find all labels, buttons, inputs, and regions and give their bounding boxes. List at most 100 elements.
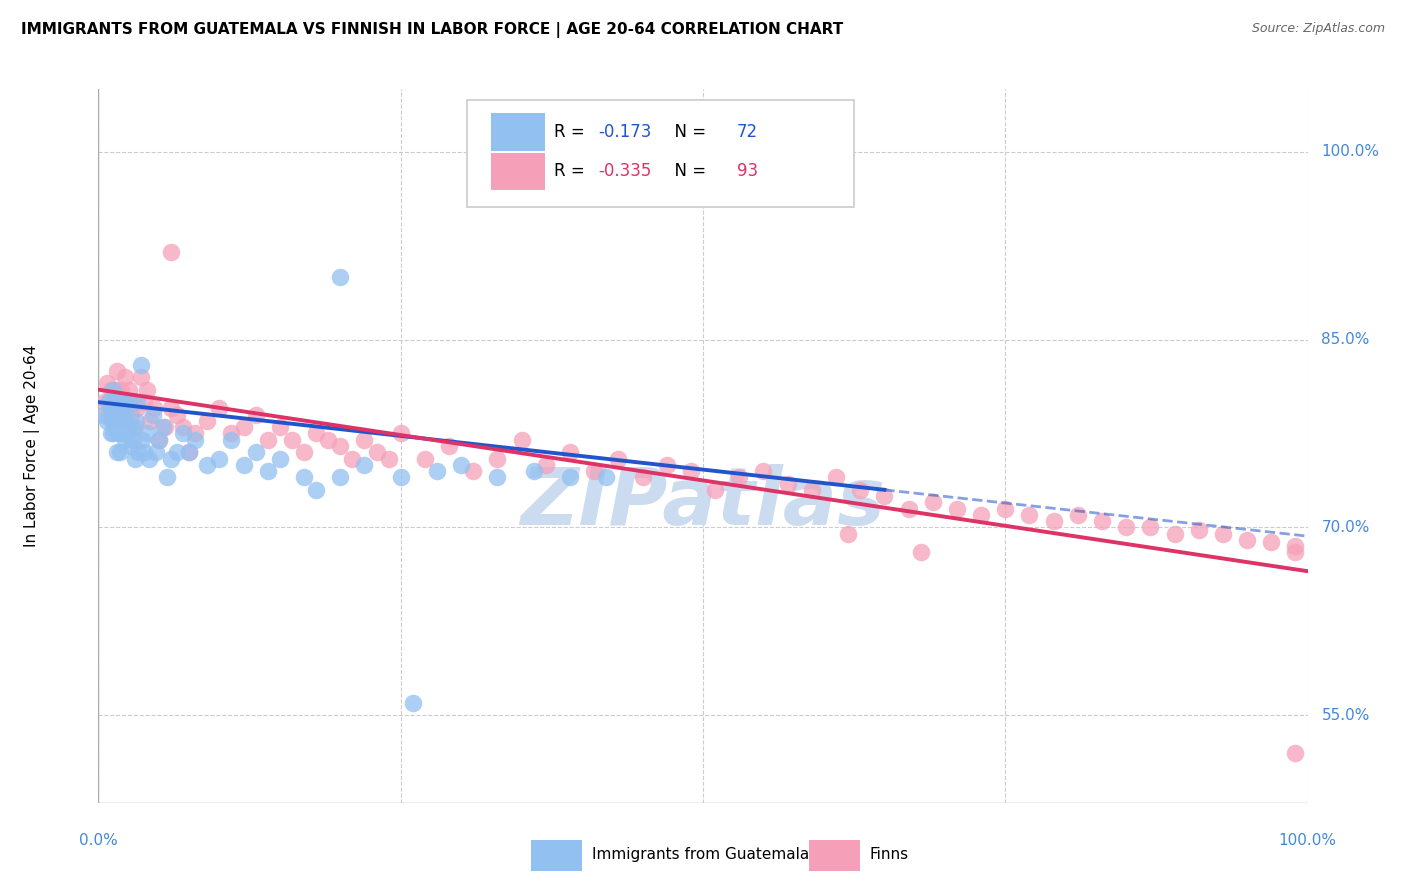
Point [108,401,131,416]
Point [1091,514,1114,528]
Point [110,414,132,428]
Text: 70.0%: 70.0% [1322,520,1369,535]
Point [316,433,339,447]
Point [103,395,125,409]
Point [166,408,188,422]
Point [329,439,352,453]
FancyBboxPatch shape [810,840,860,871]
Point [437,439,460,453]
Point [100,395,122,409]
Point [120,408,142,422]
Point [245,408,267,422]
Point [1018,508,1040,522]
Text: -0.335: -0.335 [598,162,651,180]
Point [96,414,118,428]
Text: ZIPatlas: ZIPatlas [520,464,886,542]
Point [142,408,165,422]
Point [486,451,509,466]
Point [172,426,194,441]
Point [1188,523,1211,537]
Point [121,420,143,434]
Point [281,433,304,447]
Point [105,364,128,378]
Point [129,370,152,384]
Point [138,451,160,466]
Point [160,401,183,416]
Point [728,470,751,484]
Point [534,458,557,472]
Point [103,408,125,422]
Text: 100.0%: 100.0% [1278,833,1337,848]
Point [1163,526,1185,541]
Point [910,545,932,559]
Point [107,426,129,441]
Point [124,420,146,434]
Point [184,426,207,441]
Point [108,395,131,409]
Text: N =: N = [664,123,711,141]
Point [135,383,157,397]
Point [125,414,148,428]
Point [101,383,124,397]
Point [486,470,509,484]
Point [208,401,231,416]
Point [269,420,291,434]
Point [1139,520,1161,534]
Point [389,426,412,441]
Point [558,445,581,459]
Point [342,451,364,466]
Point [97,395,120,409]
Point [463,464,485,478]
Point [897,501,920,516]
Point [256,464,278,478]
Point [160,451,183,466]
Point [124,451,146,466]
Point [377,451,399,466]
Text: 0.0%: 0.0% [79,833,118,848]
Text: IMMIGRANTS FROM GUATEMALA VS FINNISH IN LABOR FORCE | AGE 20-64 CORRELATION CHAR: IMMIGRANTS FROM GUATEMALA VS FINNISH IN … [21,22,844,38]
Point [450,458,472,472]
Point [329,470,352,484]
Point [122,395,145,409]
Point [221,426,243,441]
Point [100,401,122,416]
FancyBboxPatch shape [492,153,544,190]
Point [105,414,128,428]
Point [100,383,122,397]
Point [118,383,141,397]
Text: 100.0%: 100.0% [1322,145,1379,160]
Text: R =: R = [554,162,591,180]
Text: R =: R = [554,123,591,141]
Point [1042,514,1064,528]
Point [607,451,630,466]
Point [129,358,152,372]
Point [122,433,145,447]
Point [195,414,218,428]
Point [510,433,533,447]
Point [131,433,153,447]
Point [139,414,162,428]
Point [402,696,425,710]
Point [1284,746,1306,760]
Point [101,401,124,416]
Point [208,451,231,466]
Point [232,420,254,434]
Text: 55.0%: 55.0% [1322,707,1369,723]
Point [110,395,132,409]
Point [108,445,131,459]
Point [115,414,138,428]
Point [595,470,617,484]
Point [583,464,606,478]
Point [329,270,352,285]
Point [994,501,1017,516]
Point [93,395,115,409]
Point [114,414,136,428]
Point [114,433,136,447]
Point [305,426,328,441]
Point [752,464,775,478]
Text: -0.173: -0.173 [598,123,651,141]
Point [160,244,183,259]
Point [269,451,291,466]
Point [111,426,134,441]
Point [110,383,132,397]
